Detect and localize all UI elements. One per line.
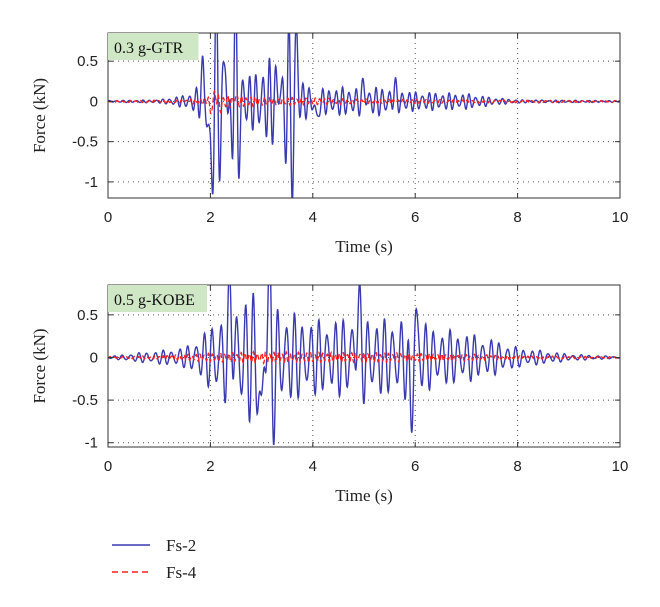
panel-label: 0.3 g-GTR [108, 33, 199, 60]
x-tick-label: 4 [309, 458, 317, 475]
chart-panel-kobe: 0 2 4 6 8 10 -1 -0.5 0 0.5 0.5 g-KOBE Time (s) Fo… [30, 284, 628, 505]
y-axis-label: Force (kN) [30, 78, 49, 153]
x-axis-label: Time (s) [335, 237, 392, 256]
grid [108, 33, 620, 198]
series-line-fs2 [108, 33, 620, 198]
plot-frame [107, 32, 621, 199]
panel-label-text: 0.5 g-KOBE [114, 292, 195, 309]
series-line-fs4 [108, 349, 620, 365]
series-line-fs2 [108, 285, 620, 446]
series-layer [108, 285, 620, 446]
legend-label-fs4: Fs-4 [166, 563, 197, 582]
legend-item-fs2: Fs-2 [112, 536, 196, 555]
series-layer [108, 33, 620, 198]
y-tick-label: 0 [90, 349, 98, 366]
panel-label-text: 0.3 g-GTR [114, 40, 184, 57]
legend-label-fs2: Fs-2 [166, 536, 196, 555]
x-tick-label: 2 [206, 209, 214, 226]
y-tick-label: -1 [85, 174, 98, 191]
panel-label-bg [108, 285, 207, 312]
x-axis-label: Time (s) [335, 486, 392, 505]
x-tick-label: 10 [612, 458, 629, 475]
y-tick-label: -0.5 [72, 134, 98, 151]
legend: Fs-2 Fs-4 [112, 536, 197, 582]
y-tick-label: 0.5 [77, 307, 98, 324]
x-tick-label: 8 [513, 458, 521, 475]
series-line-fs4 [108, 89, 620, 115]
x-tick-label: 0 [104, 209, 112, 226]
x-tick-label: 0 [104, 458, 112, 475]
x-tick-label: 2 [206, 458, 214, 475]
y-axis-label: Force (kN) [30, 328, 49, 403]
y-tick-label: -0.5 [72, 392, 98, 409]
x-tick-label: 8 [513, 209, 521, 226]
plot-frame [107, 284, 621, 448]
y-tick-label: 0.5 [77, 53, 98, 70]
chart-panel-gtr: 0 2 4 6 8 10 -1 -0.5 0 0.5 0.3 g-GTR Time (s) For… [30, 32, 628, 256]
ticks: 0 2 4 6 8 10 -1 -0.5 0 0.5 [72, 285, 628, 475]
x-tick-label: 6 [411, 458, 419, 475]
y-tick-label: 0 [90, 93, 98, 110]
ticks: 0 2 4 6 8 10 -1 -0.5 0 0.5 [72, 33, 628, 226]
panel-label-bg [108, 33, 199, 60]
legend-item-fs4: Fs-4 [112, 563, 197, 582]
x-tick-label: 4 [309, 209, 317, 226]
x-tick-label: 10 [612, 209, 629, 226]
y-tick-label: -1 [85, 435, 98, 452]
panel-label: 0.5 g-KOBE [108, 285, 207, 312]
x-tick-label: 6 [411, 209, 419, 226]
